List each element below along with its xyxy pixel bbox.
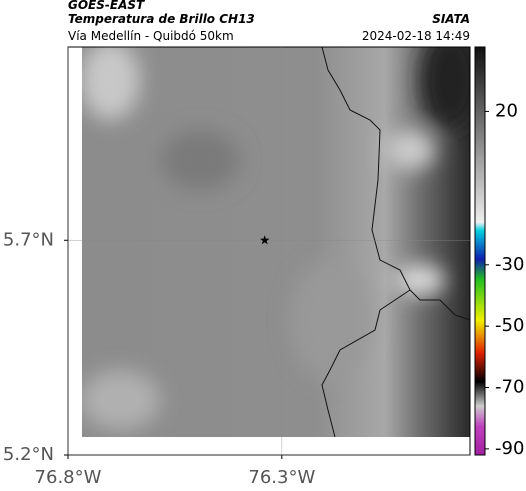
product: Temperatura de Brillo CH13 (68, 12, 255, 26)
satellite: GOES-EAST (68, 0, 145, 12)
map-overlays: 76.8°W 76.3°W 5.2°N 5.7°N 20 -30 -50 -70 -90 (3, 47, 524, 488)
colorbar-tick-label: -30 (495, 254, 524, 275)
route: Vía Medellín - Quibdó 50km (68, 29, 234, 43)
colorbar-tick-label: 20 (495, 100, 518, 121)
colorbar (474, 46, 486, 456)
x-tick-label: 76.3°W (248, 467, 315, 488)
datetime: 2024-02-18 14:49 (362, 29, 470, 43)
satellite-image (82, 47, 470, 437)
location-marker (260, 235, 270, 245)
source: SIATA (432, 12, 470, 26)
colorbar-tick-label: -70 (495, 377, 524, 398)
colorbar-tick-label: -50 (495, 315, 524, 336)
x-tick-label: 76.8°W (35, 467, 102, 488)
colorbar-tick-label: -90 (495, 438, 524, 459)
y-tick-label: 5.7°N (3, 229, 54, 250)
y-tick-label: 5.2°N (3, 444, 54, 465)
